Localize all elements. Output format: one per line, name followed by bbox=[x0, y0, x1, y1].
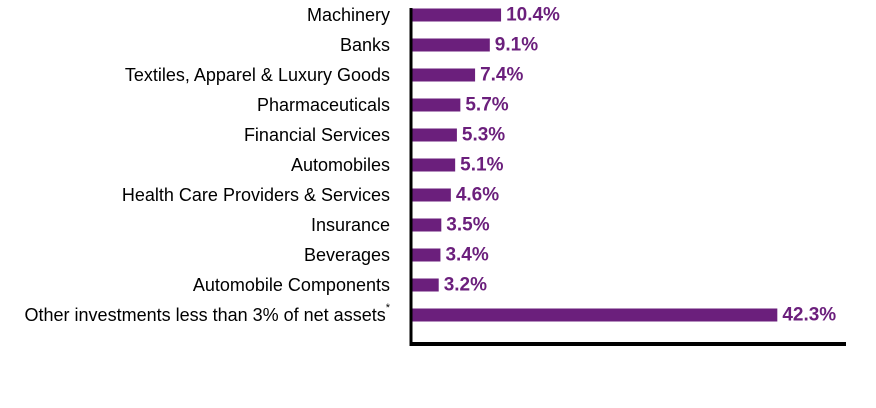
value-label: 42.3% bbox=[782, 305, 836, 326]
value-label: 3.4% bbox=[445, 245, 488, 266]
category-label: Other investments less than 3% of net as… bbox=[25, 302, 391, 325]
bar bbox=[411, 158, 456, 172]
value-label: 3.5% bbox=[446, 215, 489, 236]
category-label: Pharmaceuticals bbox=[257, 95, 390, 115]
category-label: Automobile Components bbox=[193, 275, 390, 295]
bar bbox=[411, 308, 778, 322]
value-label: 7.4% bbox=[480, 65, 523, 86]
value-label: 5.7% bbox=[465, 95, 508, 116]
bar bbox=[411, 8, 502, 22]
category-label: Financial Services bbox=[244, 125, 390, 145]
value-label: 4.6% bbox=[456, 185, 499, 206]
category-label: Banks bbox=[340, 35, 390, 55]
value-label: 10.4% bbox=[506, 5, 560, 26]
category-label: Textiles, Apparel & Luxury Goods bbox=[125, 65, 390, 85]
category-label: Beverages bbox=[304, 245, 390, 265]
bar bbox=[411, 38, 490, 52]
bar bbox=[411, 248, 441, 262]
footnote-marker: * bbox=[386, 302, 391, 314]
value-label: 5.1% bbox=[460, 155, 503, 176]
bar bbox=[411, 188, 451, 202]
category-label: Health Care Providers & Services bbox=[122, 185, 390, 205]
category-label: Insurance bbox=[311, 215, 390, 235]
bar bbox=[411, 218, 442, 232]
bar bbox=[411, 98, 461, 112]
value-label: 5.3% bbox=[462, 125, 505, 146]
bar bbox=[411, 68, 476, 82]
value-labels-group: 10.4% 9.1% 7.4% 5.7% 5.3% 5.1% 4.6% 3.5% 3.4% 3.2… bbox=[444, 5, 837, 326]
category-label: Automobiles bbox=[291, 155, 390, 175]
value-label: 3.2% bbox=[444, 275, 487, 296]
bar bbox=[411, 278, 439, 292]
category-label: Machinery bbox=[307, 5, 390, 25]
category-labels-group: Machinery Banks Textiles, Apparel & Luxury… bbox=[25, 5, 391, 325]
bar bbox=[411, 128, 457, 142]
bars-group bbox=[411, 8, 778, 322]
value-label: 9.1% bbox=[495, 35, 538, 56]
